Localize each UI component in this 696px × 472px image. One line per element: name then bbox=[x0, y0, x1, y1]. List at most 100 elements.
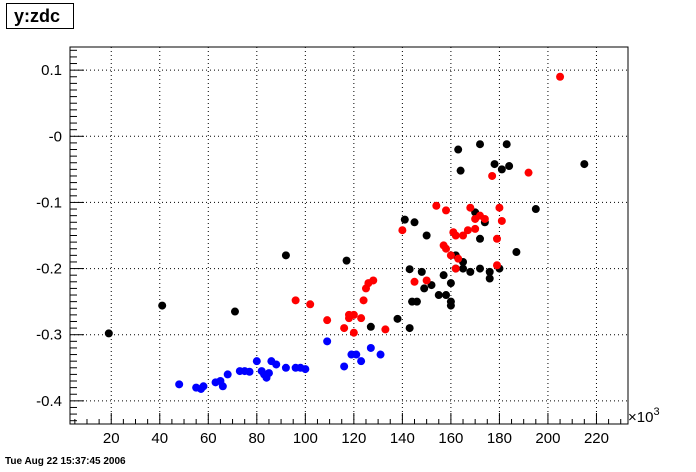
data-point bbox=[323, 337, 332, 346]
x-tick-label: 200 bbox=[535, 430, 560, 447]
x-tick-label: 160 bbox=[438, 430, 463, 447]
data-point bbox=[218, 382, 227, 391]
data-point bbox=[381, 325, 390, 334]
timestamp-label: Tue Aug 22 15:37:45 2006 bbox=[5, 456, 126, 467]
axis-ticks bbox=[70, 49, 622, 424]
data-point bbox=[454, 254, 463, 263]
data-point bbox=[476, 264, 485, 273]
x-tick-label: 180 bbox=[487, 430, 512, 447]
data-point bbox=[580, 160, 589, 169]
data-point bbox=[451, 231, 460, 240]
data-point bbox=[492, 234, 501, 243]
data-point bbox=[459, 231, 468, 240]
data-point bbox=[393, 314, 402, 323]
data-point bbox=[488, 171, 497, 180]
grid-lines bbox=[70, 47, 628, 424]
data-point bbox=[359, 296, 368, 305]
data-point bbox=[485, 274, 494, 283]
data-point bbox=[476, 140, 485, 149]
data-point bbox=[349, 310, 358, 319]
data-point bbox=[272, 360, 281, 369]
data-point bbox=[446, 251, 455, 260]
data-points bbox=[104, 72, 589, 393]
data-point bbox=[398, 226, 407, 235]
data-point bbox=[342, 256, 351, 265]
data-point bbox=[505, 162, 514, 171]
y-tick-label: -0.4 bbox=[36, 393, 62, 410]
y-tick-label: -0.3 bbox=[36, 327, 62, 344]
data-point bbox=[340, 324, 349, 333]
data-point bbox=[463, 226, 472, 235]
data-point bbox=[466, 267, 475, 276]
data-point bbox=[264, 369, 273, 378]
data-point bbox=[454, 145, 463, 154]
data-point bbox=[281, 363, 290, 372]
tick-labels: 20 40 60 80 100 120 140 160 180 200 220 0.1 -0 -0.1 -0… bbox=[36, 62, 609, 447]
data-point bbox=[466, 203, 475, 212]
data-point bbox=[323, 316, 332, 325]
data-point bbox=[459, 264, 468, 273]
data-point bbox=[405, 265, 414, 274]
x-tick-label: 80 bbox=[248, 430, 265, 447]
data-point bbox=[366, 343, 375, 352]
x-tick-label: 140 bbox=[390, 430, 415, 447]
data-point bbox=[480, 214, 489, 223]
data-point bbox=[420, 284, 429, 293]
data-point bbox=[439, 271, 448, 280]
y-tick-label: -0.2 bbox=[36, 261, 62, 278]
data-point bbox=[281, 251, 290, 260]
data-point bbox=[158, 301, 167, 310]
data-point bbox=[422, 276, 431, 285]
x-axis-multiplier: ×103 bbox=[628, 406, 660, 426]
x-tick-label: 120 bbox=[341, 430, 366, 447]
plot-frame bbox=[69, 46, 629, 425]
data-point bbox=[376, 350, 385, 359]
data-point bbox=[412, 297, 421, 306]
chart-title: y:zdc bbox=[6, 3, 74, 29]
data-point bbox=[301, 365, 310, 374]
x-tick-label: 220 bbox=[584, 430, 609, 447]
data-point bbox=[495, 203, 504, 212]
y-tick-label: -0.1 bbox=[36, 194, 62, 211]
data-point bbox=[422, 231, 431, 240]
data-point bbox=[497, 216, 506, 225]
data-point bbox=[417, 267, 426, 276]
data-point bbox=[306, 300, 315, 309]
x-tick-label: 60 bbox=[200, 430, 217, 447]
data-point bbox=[366, 322, 375, 331]
data-point bbox=[451, 264, 460, 273]
data-point bbox=[432, 201, 441, 210]
data-point bbox=[446, 301, 455, 310]
data-point bbox=[252, 357, 261, 366]
data-point bbox=[369, 276, 378, 285]
data-point bbox=[442, 206, 451, 215]
data-point bbox=[291, 296, 300, 305]
data-point bbox=[442, 291, 451, 300]
data-point bbox=[512, 248, 521, 257]
data-point bbox=[175, 380, 184, 389]
data-point bbox=[223, 370, 232, 379]
data-point bbox=[502, 140, 511, 149]
data-point bbox=[199, 382, 208, 391]
data-point bbox=[405, 324, 414, 333]
data-point bbox=[104, 329, 113, 338]
x-tick-label: 40 bbox=[151, 430, 168, 447]
y-tick-label: 0.1 bbox=[41, 62, 62, 79]
data-point bbox=[442, 244, 451, 253]
data-point bbox=[476, 234, 485, 243]
x-tick-label: 20 bbox=[103, 430, 120, 447]
data-point bbox=[497, 165, 506, 174]
data-point bbox=[531, 205, 540, 214]
data-point bbox=[485, 267, 494, 276]
data-point bbox=[352, 350, 361, 359]
data-point bbox=[556, 72, 565, 81]
data-point bbox=[410, 218, 419, 227]
data-point bbox=[492, 261, 501, 270]
data-point bbox=[471, 224, 480, 233]
data-point bbox=[490, 160, 499, 169]
data-point bbox=[357, 314, 366, 323]
data-point bbox=[340, 362, 349, 371]
data-point bbox=[410, 277, 419, 286]
y-tick-label: -0 bbox=[49, 128, 62, 145]
x-tick-label: 100 bbox=[293, 430, 318, 447]
